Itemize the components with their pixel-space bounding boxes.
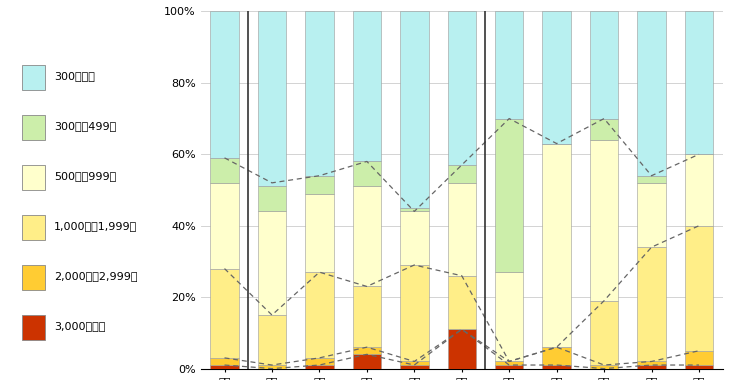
Bar <box>305 358 334 365</box>
FancyBboxPatch shape <box>22 165 45 190</box>
Bar <box>542 144 571 347</box>
FancyBboxPatch shape <box>22 65 45 90</box>
Bar <box>447 165 476 183</box>
Bar <box>210 11 239 158</box>
Bar <box>542 11 571 144</box>
Bar <box>400 365 429 369</box>
Bar <box>542 347 571 365</box>
Bar <box>685 365 713 369</box>
Bar <box>353 187 381 287</box>
Bar <box>447 329 476 369</box>
Bar <box>685 351 713 365</box>
Bar <box>305 193 334 272</box>
FancyBboxPatch shape <box>22 315 45 340</box>
Bar <box>210 269 239 358</box>
FancyBboxPatch shape <box>22 215 45 240</box>
Text: 500円～999円: 500円～999円 <box>54 171 116 181</box>
Bar <box>305 11 334 176</box>
Bar <box>400 11 429 208</box>
Bar <box>353 354 381 369</box>
Bar <box>400 265 429 361</box>
Bar <box>637 176 666 183</box>
Bar <box>590 365 618 369</box>
Bar <box>495 272 523 361</box>
Bar <box>637 247 666 361</box>
Bar <box>258 365 286 369</box>
Bar <box>637 361 666 365</box>
Bar <box>495 119 523 272</box>
Bar <box>590 301 618 365</box>
Bar <box>353 11 381 162</box>
Bar <box>258 187 286 211</box>
Bar <box>353 287 381 347</box>
Bar <box>685 226 713 351</box>
Bar <box>400 208 429 211</box>
Bar <box>400 211 429 265</box>
Bar <box>305 365 334 369</box>
Bar <box>637 183 666 247</box>
Text: 300円～499円: 300円～499円 <box>54 121 116 131</box>
Bar <box>447 11 476 165</box>
Bar <box>495 361 523 365</box>
Bar <box>447 276 476 329</box>
Bar <box>353 347 381 354</box>
Bar <box>590 119 618 140</box>
Bar <box>685 11 713 154</box>
Bar <box>210 158 239 183</box>
Text: 1,000円～1,999円: 1,000円～1,999円 <box>54 221 137 231</box>
Bar <box>685 154 713 226</box>
Bar <box>447 183 476 276</box>
Text: 2,000円～2,999円: 2,000円～2,999円 <box>54 271 137 281</box>
Bar <box>495 11 523 119</box>
Bar <box>305 176 334 193</box>
Bar <box>210 358 239 365</box>
Bar <box>637 365 666 369</box>
Bar <box>210 183 239 269</box>
Bar <box>495 365 523 369</box>
FancyBboxPatch shape <box>22 115 45 140</box>
Bar <box>258 315 286 365</box>
Bar <box>353 162 381 187</box>
Bar <box>258 11 286 187</box>
Bar <box>637 11 666 176</box>
Bar <box>305 272 334 358</box>
Text: 300円未満: 300円未満 <box>54 71 95 81</box>
Bar <box>590 140 618 301</box>
Bar <box>400 361 429 365</box>
Bar <box>542 365 571 369</box>
Text: 3,000円以上: 3,000円以上 <box>54 321 105 331</box>
Bar <box>258 211 286 315</box>
Bar <box>590 11 618 119</box>
FancyBboxPatch shape <box>22 265 45 290</box>
Bar <box>210 365 239 369</box>
